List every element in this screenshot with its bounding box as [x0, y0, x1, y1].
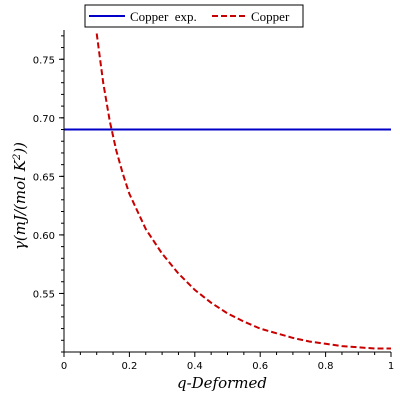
axes — [63, 30, 391, 353]
legend-label-copper-exp: Copper exp. — [130, 9, 197, 24]
x-tick-label: 0 — [61, 361, 67, 372]
x-tick-label: 0.8 — [318, 361, 334, 372]
x-axis-title: q-Deformed — [177, 374, 267, 392]
legend: Copper exp. Copper — [84, 4, 304, 28]
plot-lines — [64, 33, 391, 350]
y-tick-label: 0.65 — [33, 172, 55, 183]
y-tick-label: 0.60 — [33, 231, 55, 242]
ticks: 0 0.2 0.4 0.6 0.8 1 0.55 0.60 0.65 0.70 0.75 — [33, 35, 394, 372]
legend-box — [84, 4, 304, 28]
y-tick-label: 0.55 — [33, 289, 55, 300]
y-axis-title: γ(mJ/(mol K2)) — [11, 142, 29, 250]
x-tick-label: 1 — [388, 361, 394, 372]
x-tick-label: 0.6 — [252, 361, 268, 372]
legend-label-copper: Copper — [251, 9, 290, 24]
x-tick-label: 0.2 — [121, 361, 137, 372]
x-tick-label: 0.4 — [187, 361, 203, 372]
series-line-1 — [95, 33, 391, 350]
y-tick-label: 0.70 — [33, 114, 55, 125]
y-tick-label: 0.75 — [33, 55, 55, 66]
